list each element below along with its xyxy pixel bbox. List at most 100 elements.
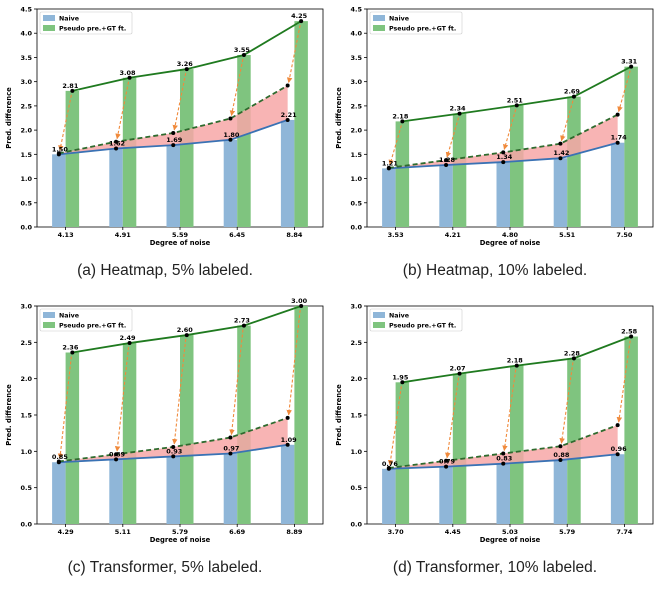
x-axis-label: Degree of noise xyxy=(150,239,211,247)
pseudo-point xyxy=(127,75,132,80)
x-axis-label: Degree of noise xyxy=(150,536,211,544)
pseudo-bar xyxy=(65,90,80,227)
pseudo-point xyxy=(184,67,189,72)
pseudo-point xyxy=(241,323,246,328)
naive-bar xyxy=(52,154,66,227)
naive-data-label: 0.97 xyxy=(223,445,239,453)
x-tick-label: 7.74 xyxy=(616,528,633,536)
x-tick-label: 4.13 xyxy=(58,231,74,239)
naive-bar xyxy=(52,462,66,524)
legend-swatch-pseudo xyxy=(43,25,55,31)
y-tick-label: 3.0 xyxy=(350,78,362,86)
legend-label-pseudo: Pseudo pre.+GT ft. xyxy=(389,26,456,33)
panel-a: 0.0 0.5 1.0 1.5 2.0 2.5 3.0 3.5 4.0 4.5 Pred. diff… xyxy=(0,0,330,296)
x-tick-label: 5.11 xyxy=(115,528,132,536)
pseudo-bar xyxy=(237,325,251,524)
naive-point xyxy=(228,137,233,142)
pseudo-data-label: 3.08 xyxy=(120,69,137,77)
dashed-point xyxy=(285,83,290,88)
pseudo-data-label: 2.81 xyxy=(62,82,79,90)
y-tick-label: 0.0 xyxy=(350,224,362,232)
pseudo-bar xyxy=(294,306,308,524)
transfer-arrow xyxy=(445,117,460,158)
legend-swatch-naive xyxy=(373,15,385,21)
pseudo-data-label: 3.26 xyxy=(177,60,194,68)
pseudo-bar xyxy=(510,105,524,227)
transfer-arrow xyxy=(502,109,517,150)
gap-area xyxy=(58,85,288,155)
legend: Naive Pseudo pre.+GT ft. xyxy=(369,11,463,35)
transfer-arrow xyxy=(388,125,402,166)
naive-data-label: 0.83 xyxy=(496,455,512,463)
naive-data-label: 1.09 xyxy=(281,436,298,444)
naive-point xyxy=(501,461,506,466)
legend-label-pseudo: Pseudo pre.+GT ft. xyxy=(59,26,126,33)
pseudo-data-label: 2.51 xyxy=(507,96,524,104)
y-tick-label: 2.5 xyxy=(350,339,362,347)
y-tick-label: 1.0 xyxy=(20,175,32,183)
pseudo-data-label: 2.36 xyxy=(62,344,79,352)
x-tick-label: 5.59 xyxy=(172,231,189,239)
naive-data-label: 1.80 xyxy=(223,131,240,139)
transfer-arrow xyxy=(286,309,301,416)
caption-d: (d) Transformer, 10% labeled. xyxy=(392,559,598,576)
pseudo-point xyxy=(241,53,246,58)
transfer-arrow xyxy=(502,369,517,452)
legend-label-naive: Naive xyxy=(59,16,79,23)
dashed-point xyxy=(285,415,290,420)
y-tick-label: 1.0 xyxy=(350,175,362,183)
pseudo-bar xyxy=(395,121,410,227)
y-tick-label: 1.0 xyxy=(350,448,362,456)
naive-bar xyxy=(553,158,568,227)
x-axis-label: Degree of noise xyxy=(480,536,541,544)
x-tick-label: 4.80 xyxy=(502,231,519,239)
naive-point xyxy=(444,464,449,469)
pseudo-bar xyxy=(624,336,638,524)
naive-bar xyxy=(223,453,238,524)
pseudo-bar xyxy=(122,343,137,524)
x-tick-label: 4.91 xyxy=(115,231,132,239)
x-tick-label: 8.89 xyxy=(286,528,303,536)
naive-data-label: 1.50 xyxy=(52,145,69,153)
legend-swatch-pseudo xyxy=(43,322,55,328)
naive-point xyxy=(285,117,290,122)
x-tick-label: 5.51 xyxy=(559,231,576,239)
transfer-arrow xyxy=(617,70,631,113)
pseudo-data-label: 2.58 xyxy=(621,328,638,336)
legend: Naive Pseudo pre.+GT ft. xyxy=(369,308,463,332)
y-tick-label: 2.5 xyxy=(20,339,32,347)
dashed-point xyxy=(171,131,176,136)
y-tick-label: 1.5 xyxy=(350,151,362,159)
pseudo-data-label: 2.28 xyxy=(564,349,581,357)
transfer-arrow xyxy=(559,362,574,444)
naive-data-label: 0.89 xyxy=(109,450,126,458)
x-tick-label: 7.50 xyxy=(616,231,633,239)
y-tick-label: 3.0 xyxy=(20,303,32,311)
dashed-point xyxy=(56,459,61,464)
naive-point xyxy=(615,140,620,145)
naive-bar xyxy=(280,119,295,227)
transfer-arrow xyxy=(616,340,631,423)
y-axis-label: Pred. difference xyxy=(335,87,343,149)
naive-bar xyxy=(610,142,625,227)
pseudo-data-label: 1.95 xyxy=(392,373,409,381)
dashed-point xyxy=(228,116,233,121)
pseudo-bar xyxy=(180,335,194,524)
pseudo-point xyxy=(629,334,634,339)
pseudo-point xyxy=(299,304,304,308)
y-tick-label: 4.5 xyxy=(20,6,32,14)
pseudo-bar xyxy=(510,365,524,524)
caption-b: (b) Heatmap, 10% labeled. xyxy=(402,262,588,279)
pseudo-data-label: 2.60 xyxy=(177,326,194,334)
naive-data-label: 0.79 xyxy=(439,458,456,466)
y-tick-label: 2.0 xyxy=(20,127,32,135)
transfer-arrow xyxy=(560,100,574,142)
x-tick-label: 5.79 xyxy=(172,528,189,536)
legend-label-pseudo: Pseudo pre.+GT ft. xyxy=(59,323,126,330)
dashed-point xyxy=(171,444,176,449)
naive-data-label: 0.76 xyxy=(382,460,399,468)
naive-data-label: 0.85 xyxy=(52,453,69,461)
x-tick-label: 6.45 xyxy=(229,231,246,239)
chart-a: 0.0 0.5 1.0 1.5 2.0 2.5 3.0 3.5 4.0 4.5 Pred. diff… xyxy=(5,6,324,247)
dashed-point xyxy=(444,158,449,163)
